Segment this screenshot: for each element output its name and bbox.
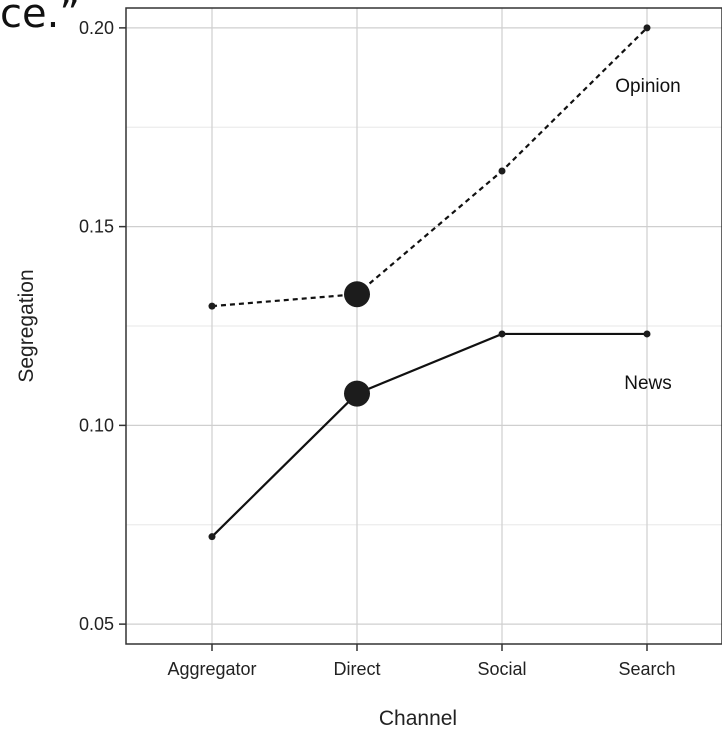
data-point-opinion [643, 24, 651, 32]
x-tick-label: Direct [333, 659, 380, 679]
series-label-opinion: Opinion [615, 76, 681, 97]
x-tick-label: Search [618, 659, 675, 679]
data-point-opinion [344, 281, 370, 308]
grid [126, 8, 722, 644]
data-point-news [208, 533, 216, 541]
series-label-news: News [624, 373, 672, 394]
series-line-news [211, 332, 647, 538]
x-tick-label: Aggregator [167, 659, 256, 679]
y-tick-label: 0.05 [79, 614, 114, 634]
y-axis-ticks: 0.05 0.10 0.15 0.20 [79, 18, 126, 634]
y-tick-label: 0.15 [79, 217, 114, 237]
series-group: Opinion News [208, 24, 681, 541]
data-point-news [344, 380, 370, 407]
series-line-opinion [211, 27, 648, 308]
y-tick-label: 0.10 [79, 415, 114, 435]
data-point-news [643, 330, 651, 338]
x-tick-label: Social [477, 659, 526, 679]
x-axis-label: Channel [379, 707, 457, 730]
y-axis-label: Segregation [15, 269, 38, 382]
cropped-text-fragment: ce.” [0, 0, 81, 37]
data-point-news [498, 330, 506, 338]
data-point-opinion [208, 302, 216, 310]
x-axis-ticks: Aggregator Direct Social Search [167, 644, 676, 679]
data-point-opinion [498, 167, 506, 175]
y-tick-label: 0.20 [79, 18, 114, 38]
plot-frame [125, 7, 722, 645]
